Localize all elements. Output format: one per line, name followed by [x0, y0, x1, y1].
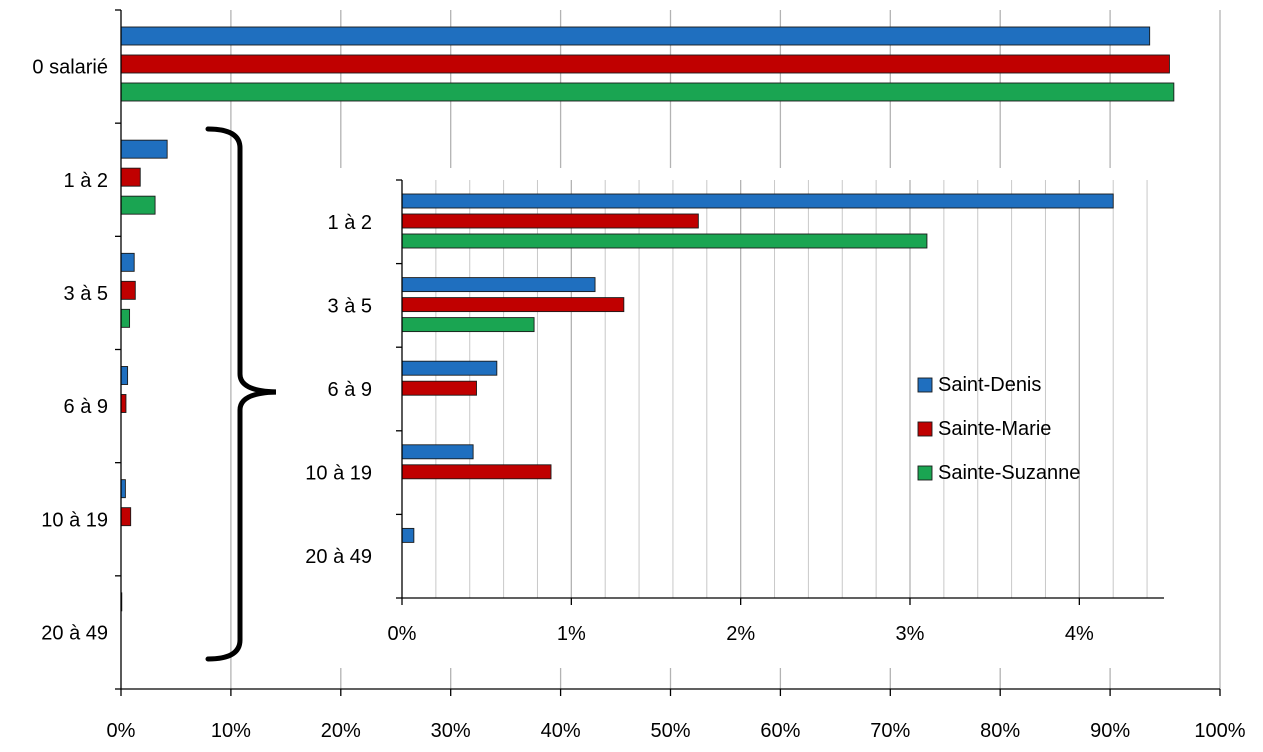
bar-sainte-marie	[401, 380, 477, 396]
x-tick-label: 80%	[980, 720, 1020, 742]
bracket-shape	[205, 126, 281, 662]
bar-sainte-marie	[120, 280, 136, 300]
x-tick-label: 100%	[1194, 720, 1245, 742]
category-label: 1 à 2	[328, 212, 372, 234]
legend-swatch	[917, 421, 933, 437]
category-label: 1 à 2	[64, 170, 108, 192]
x-tick-label: 40%	[541, 720, 581, 742]
bar-saint-denis	[401, 444, 474, 460]
bar-sainte-marie	[401, 213, 699, 229]
legend-label: Sainte-Suzanne	[938, 462, 1080, 484]
inset-background	[276, 168, 1176, 668]
x-tick-label: 2%	[726, 623, 755, 645]
bar-sainte-suzanne	[401, 233, 928, 249]
bar-sainte-marie	[401, 297, 625, 313]
bar-sainte-marie	[120, 54, 1170, 74]
bar-sainte-marie	[401, 464, 552, 480]
category-label: 6 à 9	[328, 379, 372, 401]
x-tick-label: 0%	[107, 720, 136, 742]
x-tick-label: 50%	[650, 720, 690, 742]
bar-saint-denis	[120, 26, 1151, 46]
x-tick-label: 4%	[1065, 623, 1094, 645]
category-label: 6 à 9	[64, 396, 108, 418]
main-chart: 0 salarié 1 à 2 3 à 5 6 à 9 10 à 19 20 à 49 0%…	[32, 9, 1246, 742]
x-tick-label: 0%	[388, 623, 417, 645]
bar-saint-denis	[401, 277, 596, 293]
category-label: 20 à 49	[41, 622, 108, 644]
category-label: 3 à 5	[64, 283, 108, 305]
inset-zoom-chart: 1 à 2 3 à 5 6 à 9 10 à 19 20 à 49 0% 1% 2% 3% 4% S…	[276, 168, 1176, 668]
bar-sainte-marie	[120, 167, 141, 187]
category-label: 20 à 49	[305, 546, 372, 568]
x-tick-label: 1%	[557, 623, 586, 645]
bar-saint-denis	[401, 360, 498, 376]
bar-sainte-suzanne	[120, 195, 156, 215]
bar-saint-denis	[401, 193, 1114, 209]
category-label: 10 à 19	[41, 509, 108, 531]
x-tick-label: 20%	[321, 720, 361, 742]
legend-swatch	[917, 377, 933, 393]
legend-label: Sainte-Marie	[938, 418, 1051, 440]
x-tick-label: 30%	[431, 720, 471, 742]
bar-saint-denis	[120, 139, 168, 159]
bar-saint-denis	[120, 252, 135, 272]
bar-saint-denis	[120, 366, 129, 385]
x-tick-label: 60%	[760, 720, 800, 742]
x-tick-label: 10%	[211, 720, 251, 742]
x-tick-label: 70%	[870, 720, 910, 742]
legend-swatch	[917, 465, 933, 481]
category-label: 10 à 19	[305, 463, 372, 485]
category-label: 3 à 5	[328, 295, 372, 317]
bar-saint-denis	[401, 527, 415, 543]
bar-sainte-suzanne	[120, 82, 1175, 102]
x-tick-label: 3%	[896, 623, 925, 645]
x-tick-label: 90%	[1090, 720, 1130, 742]
bar-sainte-marie	[120, 394, 127, 413]
legend-label: Saint-Denis	[938, 374, 1041, 396]
bar-saint-denis	[120, 479, 126, 499]
bar-sainte-suzanne	[120, 308, 131, 328]
category-label: 0 salarié	[32, 57, 108, 79]
bar-sainte-suzanne	[401, 317, 535, 333]
bar-sainte-marie	[120, 507, 132, 527]
